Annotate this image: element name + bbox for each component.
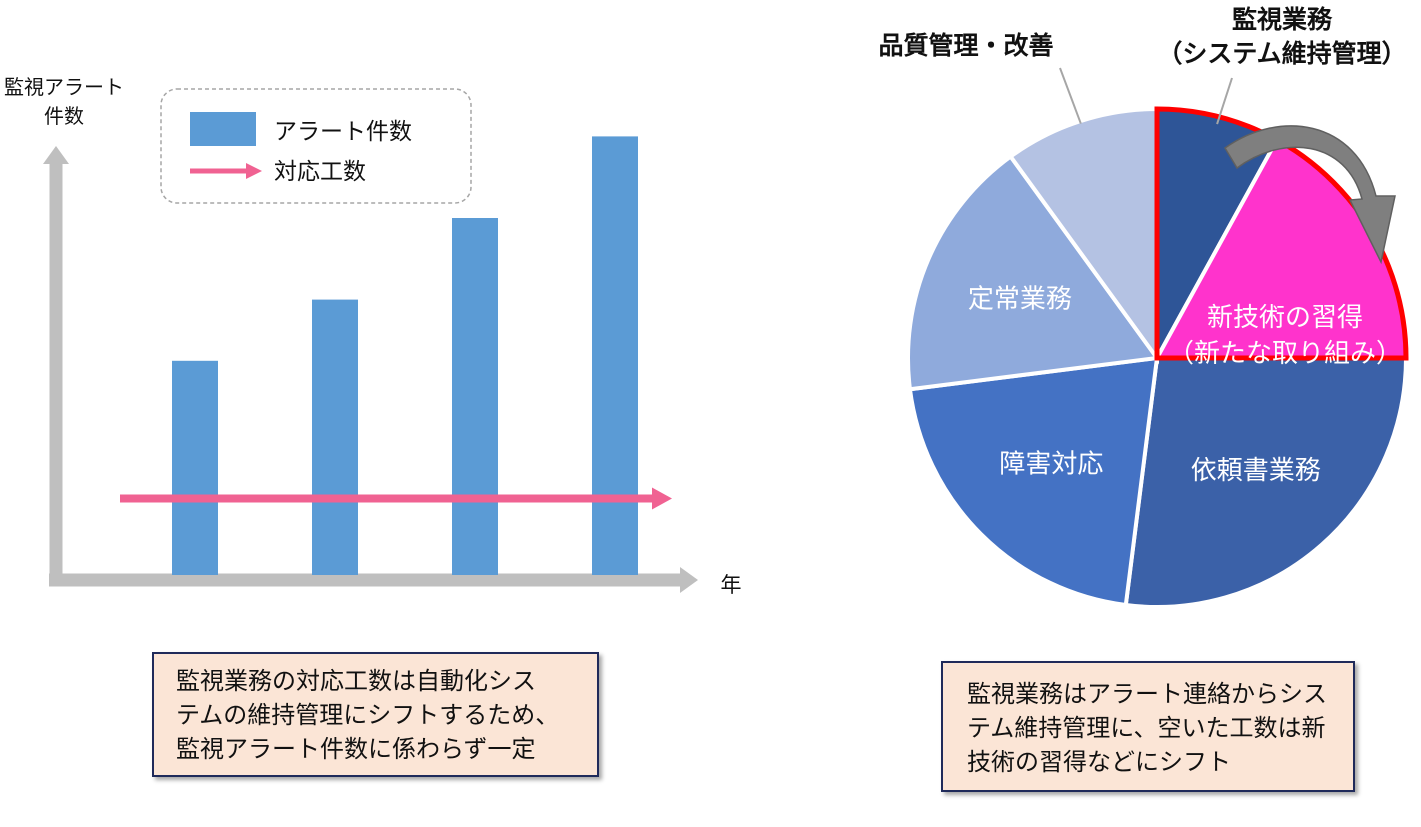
legend-bar-swatch bbox=[190, 112, 256, 146]
shift-arrow-icon bbox=[1224, 125, 1396, 265]
y-axis-label-line2: 件数 bbox=[44, 104, 84, 128]
effort-arrow-head bbox=[652, 487, 672, 510]
chart-legend: アラート件数 対応工数 bbox=[160, 88, 472, 204]
pie-label-2: 新技術の習得 bbox=[1207, 303, 1363, 333]
label-leader-line bbox=[1059, 67, 1082, 124]
legend-bar-label: アラート件数 bbox=[274, 119, 412, 145]
pie-label-outside: （システム維持管理） bbox=[1157, 39, 1406, 68]
right-caption-line: 監視業務はアラート連絡からシス bbox=[967, 680, 1327, 708]
right-caption-line: テム維持管理に、空いた工数は新 bbox=[967, 714, 1326, 742]
pie-slice-5 bbox=[906, 153, 1161, 392]
pie-label-3: 依頼書業務 bbox=[1191, 456, 1321, 486]
bar-3 bbox=[452, 218, 498, 575]
bar-1 bbox=[172, 360, 218, 575]
left-caption-line: 監視アラート件数に係わらず一定 bbox=[176, 735, 536, 763]
pie-slice-4 bbox=[907, 355, 1160, 608]
bar-2 bbox=[312, 299, 358, 575]
highlight-outline bbox=[1154, 106, 1409, 361]
legend-frame bbox=[160, 88, 472, 204]
label-leader-line bbox=[1216, 77, 1233, 125]
left-caption-line: テムの維持管理にシフトするため、 bbox=[176, 701, 560, 729]
pie-label-5: 定常業務 bbox=[968, 285, 1072, 315]
pie-label-4: 障害対応 bbox=[999, 450, 1103, 480]
x-axis-label: 年 bbox=[721, 573, 742, 597]
pie-label-outside: 品質管理・改善 bbox=[878, 31, 1053, 60]
x-axis-arrowhead bbox=[680, 567, 698, 593]
left-caption-line: 監視業務の対応工数は自動化シス bbox=[176, 667, 536, 695]
legend-arrow-swatch-head bbox=[246, 163, 262, 179]
left-caption-box: 監視業務の対応工数は自動化シス テムの維持管理にシフトするため、 監視アラート件… bbox=[152, 652, 599, 777]
y-axis-arrowhead bbox=[43, 146, 69, 164]
pie-slice-3 bbox=[1123, 356, 1409, 609]
pie-label-2: （新たな取り組み） bbox=[1168, 339, 1402, 369]
y-axis-label-line1: 監視アラート bbox=[4, 75, 124, 99]
alert-bar-chart: 監視アラート 件数 年 アラート件数 対応工数 bbox=[4, 75, 742, 597]
bar-4 bbox=[592, 136, 638, 575]
legend-arrow-label: 対応工数 bbox=[274, 159, 366, 185]
shift-arrow-body bbox=[1224, 125, 1396, 265]
chart-axes bbox=[43, 146, 698, 593]
right-caption-box: 監視業務はアラート連絡からシス テム維持管理に、空いた工数は新 技術の習得などに… bbox=[941, 661, 1355, 792]
work-share-pie-chart: 新技術の習得 （新たな取り組み） 依頼書業務 障害対応 定常業務 監視業務 （システム維持… bbox=[878, 5, 1409, 609]
right-caption-line: 技術の習得などにシフト bbox=[967, 748, 1231, 776]
pie-label-outside: 監視業務 bbox=[1232, 5, 1333, 34]
